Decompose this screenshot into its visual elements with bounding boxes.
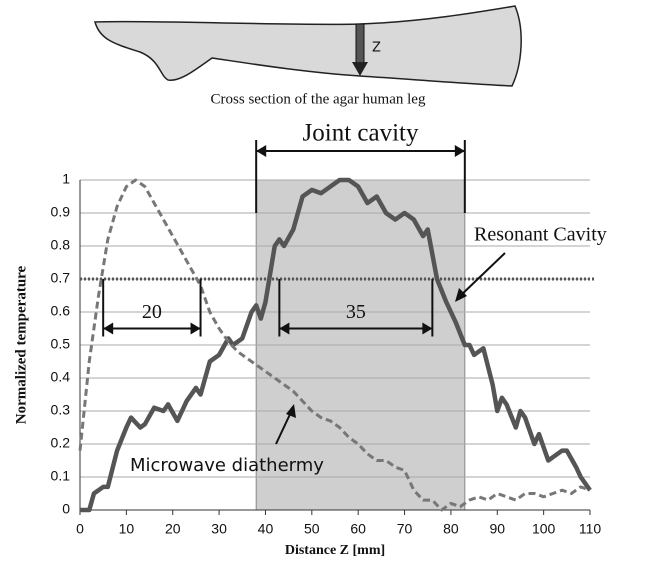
legend-pointer-head <box>286 404 296 418</box>
span-arrow <box>422 322 433 335</box>
span-arrow <box>190 322 201 335</box>
legend-label: Resonant Cavity <box>474 224 607 246</box>
series-line <box>80 177 592 513</box>
x-tick-label: 40 <box>258 521 274 537</box>
x-tick-label: 60 <box>350 521 366 537</box>
x-tick-label: 80 <box>443 521 459 537</box>
leg-shape <box>94 5 522 87</box>
span-arrow <box>279 322 290 335</box>
z-label: Z <box>372 41 381 56</box>
y-tick-label: 1 <box>62 171 70 187</box>
x-tick-label: 70 <box>397 521 413 537</box>
x-tick-label: 20 <box>165 521 181 537</box>
y-tick-label: 0.3 <box>51 402 71 418</box>
x-axis-label: Distance Z [mm] <box>285 543 385 558</box>
leg-diagram: Z Cross section of the agar human leg <box>94 5 522 107</box>
y-tick-label: 0.9 <box>51 204 71 220</box>
z-arrow-head <box>352 62 368 76</box>
legend-pointer <box>275 409 293 445</box>
span-label: 35 <box>346 301 366 323</box>
legend-pointer-head <box>455 288 467 302</box>
x-tick-label: 0 <box>76 521 84 537</box>
span-arrow <box>103 322 114 335</box>
series-line <box>78 178 591 512</box>
x-tick-label: 30 <box>211 521 227 537</box>
legend-label: Microwave diathermy <box>130 455 324 476</box>
span-label: 20 <box>142 301 162 323</box>
x-tick-label: 100 <box>532 521 556 537</box>
x-tick-label: 10 <box>119 521 135 537</box>
z-arrow-shaft <box>355 23 365 65</box>
y-tick-label: 0.1 <box>51 468 71 484</box>
y-tick-label: 0.5 <box>51 336 71 352</box>
y-tick-label: 0 <box>62 501 70 517</box>
region-label: Joint cavity <box>303 120 419 147</box>
y-tick-label: 0.2 <box>51 435 71 451</box>
region-arrow <box>454 145 465 157</box>
region-arrow <box>256 145 267 157</box>
y-axis-label: Normalized temperature <box>13 265 29 424</box>
y-tick-label: 0.4 <box>51 369 71 385</box>
chart: 00.10.20.30.40.50.60.70.80.910 10 20 30 40 50… <box>13 120 606 558</box>
y-tick-label: 0.6 <box>51 303 71 319</box>
x-tick-label: 90 <box>489 521 505 537</box>
x-tick-label: 50 <box>304 521 320 537</box>
legend-pointer <box>457 252 506 299</box>
x-tick-label: 110 <box>579 521 602 537</box>
diagram-caption: Cross section of the agar human leg <box>211 91 426 107</box>
y-tick-label: 0.7 <box>51 270 71 286</box>
y-tick-label: 0.8 <box>51 237 71 253</box>
